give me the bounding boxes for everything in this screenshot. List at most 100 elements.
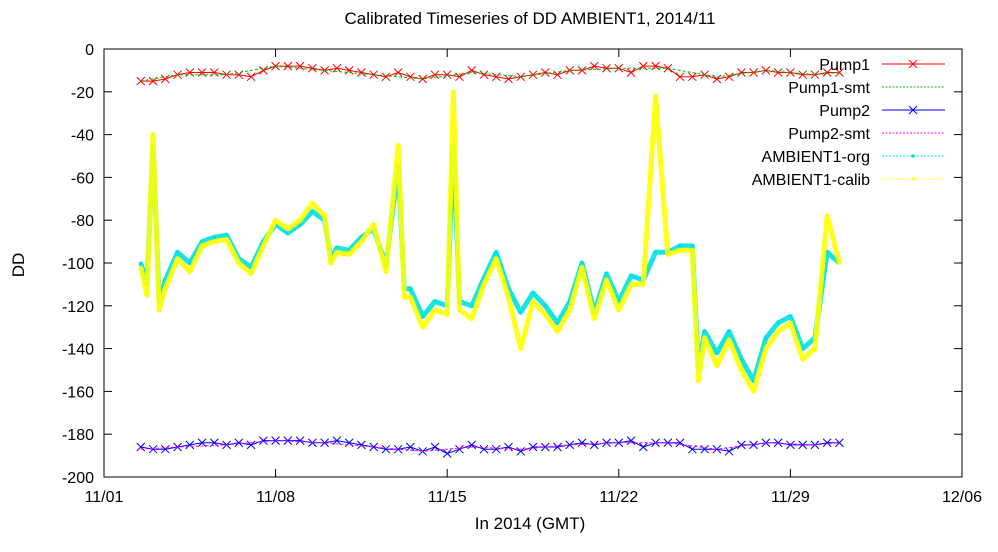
data-point-ambient1-org xyxy=(703,329,707,333)
legend-label-ambient1-org: AMBIENT1-org xyxy=(762,149,870,166)
data-point-ambient1-calib xyxy=(384,270,388,274)
y-tick-label: -20 xyxy=(71,85,94,102)
data-point-pump1 xyxy=(602,63,611,73)
data-point-pump1 xyxy=(308,63,317,73)
data-point-ambient1-calib xyxy=(457,308,461,312)
data-point-ambient1-calib xyxy=(151,133,155,137)
data-point-pump1 xyxy=(283,61,293,71)
y-tick-label: -40 xyxy=(71,128,94,145)
data-point-ambient1-org xyxy=(494,250,498,254)
data-point-pump1 xyxy=(737,68,746,77)
data-point-ambient1-org xyxy=(727,329,731,333)
data-point-ambient1-org xyxy=(139,261,143,265)
y-tick-label: -60 xyxy=(71,170,94,187)
data-point-ambient1-org xyxy=(519,310,523,314)
data-point-ambient1-org xyxy=(690,244,694,248)
data-point-pump2 xyxy=(455,444,464,454)
data-point-pump1 xyxy=(209,68,219,77)
data-point-pump1 xyxy=(455,72,464,82)
data-point-ambient1-calib xyxy=(752,389,756,393)
data-point-ambient1-calib xyxy=(825,214,829,218)
data-point-ambient1-calib xyxy=(696,379,700,383)
data-point-pump2 xyxy=(663,438,673,448)
data-point-ambient1-calib xyxy=(739,368,743,372)
data-point-ambient1-calib xyxy=(286,227,290,231)
data-point-ambient1-org xyxy=(176,250,180,254)
x-tick-label: 11/01 xyxy=(85,489,124,506)
data-point-pump2 xyxy=(700,444,709,454)
data-point-ambient1-calib xyxy=(556,329,560,333)
data-point-pump2 xyxy=(369,442,379,452)
x-tick-label: 11/08 xyxy=(256,489,295,506)
data-point-ambient1-org xyxy=(249,265,253,269)
data-point-pump2 xyxy=(516,446,526,456)
data-point-pump2 xyxy=(197,438,207,448)
series-line-pump1 xyxy=(140,65,840,82)
data-point-ambient1-calib xyxy=(347,252,351,256)
data-point-ambient1-calib xyxy=(323,214,327,218)
data-point-ambient1-org xyxy=(188,261,192,265)
data-point-ambient1-calib xyxy=(690,248,694,252)
data-point-ambient1-calib xyxy=(445,312,449,316)
data-point-ambient1-org xyxy=(212,235,216,239)
data-point-ambient1-calib xyxy=(470,317,474,321)
y-tick-label: -160 xyxy=(62,384,94,401)
data-point-ambient1-calib xyxy=(703,336,707,340)
data-point-ambient1-calib xyxy=(715,364,719,368)
series-line-pump2 xyxy=(140,440,840,454)
data-point-ambient1-org xyxy=(654,250,658,254)
data-point-ambient1-calib xyxy=(372,222,376,226)
data-point-ambient1-org xyxy=(347,248,351,252)
data-point-ambient1-calib xyxy=(157,308,161,312)
series-line-ambient1-org xyxy=(138,142,842,384)
data-point-pump1 xyxy=(749,68,758,77)
data-point-ambient1-org xyxy=(825,250,829,254)
data-point-ambient1-org xyxy=(335,246,339,250)
data-point-pump2 xyxy=(786,440,795,450)
data-point-ambient1-calib xyxy=(163,287,167,291)
data-point-pump1 xyxy=(626,68,636,77)
data-point-pump2 xyxy=(602,438,611,448)
legend-marker-ambient1-calib xyxy=(911,177,915,181)
data-point-pump2 xyxy=(467,440,477,450)
data-point-pump2 xyxy=(136,442,146,452)
data-point-pump2 xyxy=(258,436,268,445)
data-point-ambient1-calib xyxy=(145,293,149,297)
data-point-pump2 xyxy=(185,440,195,450)
series-line-ambient1-calib xyxy=(138,89,842,394)
data-point-pump1 xyxy=(295,61,305,71)
data-point-pump1 xyxy=(381,72,391,82)
x-tick-label: 12/06 xyxy=(942,489,982,506)
legend-label-pump2: Pump2 xyxy=(819,103,870,120)
data-point-ambient1-org xyxy=(678,244,682,248)
data-point-ambient1-org xyxy=(776,321,780,325)
data-point-ambient1-org xyxy=(531,291,535,295)
data-point-ambient1-org xyxy=(739,357,743,361)
data-point-pump2 xyxy=(638,442,648,452)
data-point-ambient1-org xyxy=(200,240,204,244)
data-point-ambient1-org xyxy=(580,261,584,265)
data-point-ambient1-org xyxy=(556,321,560,325)
legend-label-ambient1-calib: AMBIENT1-calib xyxy=(752,172,870,189)
data-point-pump2 xyxy=(577,438,587,448)
data-point-pump2 xyxy=(283,436,293,445)
chart-title: Calibrated Timeseries of DD AMBIENT1, 20… xyxy=(344,9,715,28)
data-point-pump1 xyxy=(442,70,452,80)
x-tick-label: 11/15 xyxy=(428,489,467,506)
legend-label-pump1-smt: Pump1-smt xyxy=(788,80,870,97)
data-point-pump1 xyxy=(479,70,489,80)
data-point-ambient1-org xyxy=(764,336,768,340)
data-point-ambient1-calib xyxy=(666,252,670,256)
data-point-pump2 xyxy=(773,438,783,448)
data-point-pump1 xyxy=(786,68,795,77)
data-point-pump2 xyxy=(835,438,844,448)
data-point-ambient1-calib xyxy=(764,347,768,351)
data-point-ambient1-org xyxy=(433,300,437,304)
data-point-ambient1-calib xyxy=(329,261,333,265)
data-point-ambient1-calib xyxy=(727,338,731,342)
data-point-ambient1-calib xyxy=(225,237,229,241)
data-point-pump1 xyxy=(589,61,599,71)
data-point-ambient1-calib xyxy=(813,347,817,351)
data-point-ambient1-calib xyxy=(531,300,535,304)
x-tick-label: 11/29 xyxy=(771,489,810,506)
